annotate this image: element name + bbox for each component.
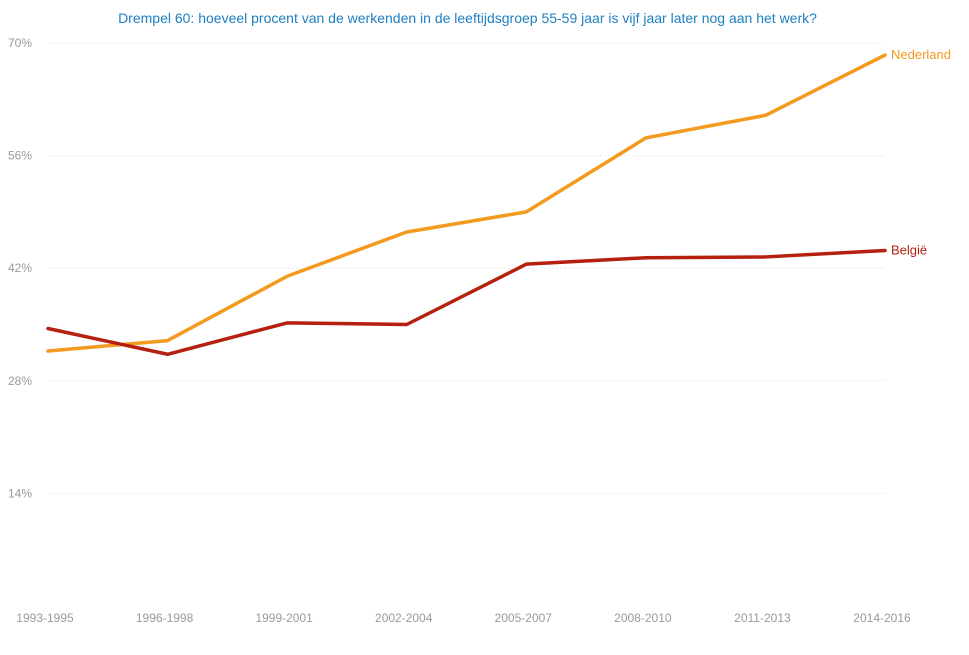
series-line-nederland (46, 53, 887, 353)
series-line-belgi- (46, 248, 887, 357)
gridlines (48, 42, 885, 494)
x-tick-label: 2011-2013 (734, 611, 791, 625)
x-tick-label: 1993-1995 (16, 611, 74, 625)
x-tick-label: 1996-1998 (136, 611, 194, 625)
y-tick-label: 28% (8, 374, 32, 388)
x-tick-label: 1999-2001 (255, 611, 313, 625)
x-axis-ticks: 1993-1995 1996-1998 1999-2001 2002-2004 2005… (16, 611, 911, 625)
y-tick-label: 70% (8, 36, 32, 50)
x-tick-label: 2005-2007 (495, 611, 553, 625)
series-label: Nederland (891, 47, 951, 62)
series-labels: Nederland België (891, 47, 951, 257)
y-tick-label: 14% (8, 486, 32, 500)
y-axis-ticks: 14% 28% 42% 56% 70% (8, 36, 32, 500)
x-tick-label: 2014-2016 (853, 611, 911, 625)
chart-title: Drempel 60: hoeveel procent van de werke… (118, 10, 817, 26)
x-tick-label: 2002-2004 (375, 611, 433, 625)
y-tick-label: 42% (8, 261, 32, 275)
x-tick-label: 2008-2010 (614, 611, 672, 625)
series-lines (46, 53, 887, 357)
series-label: België (891, 243, 927, 258)
y-tick-label: 56% (8, 149, 32, 163)
